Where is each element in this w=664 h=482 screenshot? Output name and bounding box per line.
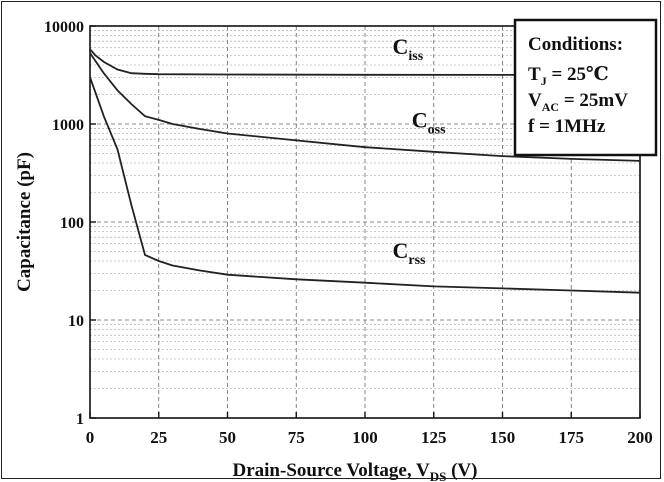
x-axis-label: Drain-Source Voltage, VDS (V)	[233, 460, 478, 482]
x-tick-label: 0	[86, 428, 95, 447]
series-label-oss: Coss	[412, 108, 446, 138]
y-axis-label: Capacitance (pF)	[14, 152, 35, 292]
y-tick-label: 100	[60, 215, 84, 232]
conditions-title: Conditions:	[528, 34, 623, 55]
x-tick-label: 75	[288, 428, 305, 447]
y-tick-label: 10	[68, 313, 84, 330]
series-line-iss	[89, 48, 641, 76]
x-tick-label: 200	[627, 428, 653, 447]
y-tick-label: 1000	[52, 117, 84, 134]
x-tick-label: 175	[559, 428, 585, 447]
series-line-rss	[89, 76, 641, 294]
y-tick-label: 1	[76, 411, 84, 428]
x-tick-label: 50	[219, 428, 236, 447]
x-tick-label: 150	[490, 428, 516, 447]
series-label-rss: Crss	[393, 238, 427, 268]
conditions-line: f = 1MHz	[528, 116, 606, 137]
conditions-line: TJ = 25℃	[528, 64, 609, 88]
series-line-oss	[89, 52, 641, 162]
conditions-box	[513, 18, 658, 157]
x-tick-label: 100	[352, 428, 378, 447]
x-tick-label: 25	[150, 428, 167, 447]
conditions-line: VAC = 25mV	[528, 90, 628, 114]
y-tick-label: 10000	[44, 19, 84, 36]
series-label-iss: Ciss	[393, 34, 424, 64]
x-tick-label: 125	[421, 428, 447, 447]
